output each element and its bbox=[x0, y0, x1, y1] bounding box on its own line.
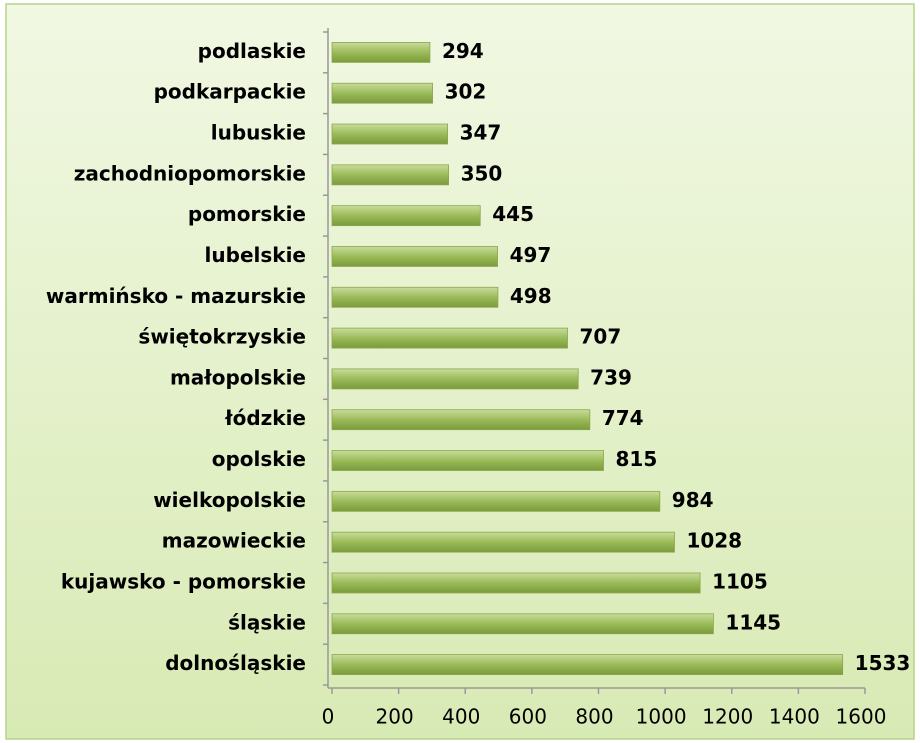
x-tick-label: 0 bbox=[322, 705, 335, 729]
y-tick-label: świętokrzyskie bbox=[138, 325, 306, 349]
y-tick-label: kujawsko - pomorskie bbox=[61, 569, 306, 593]
y-tick-label: pomorskie bbox=[188, 202, 306, 226]
bar bbox=[331, 490, 661, 512]
bar bbox=[331, 205, 481, 227]
value-label: 1028 bbox=[686, 529, 742, 553]
value-label: 1533 bbox=[855, 651, 911, 675]
y-tick-label: wielkopolskie bbox=[153, 488, 306, 512]
y-tick-label: lubuskie bbox=[211, 121, 306, 145]
y-tick-label: dolnośląskie bbox=[165, 651, 306, 675]
y-tick-label: łódzkie bbox=[224, 406, 306, 430]
x-tick-label: 600 bbox=[509, 705, 547, 729]
value-label: 774 bbox=[602, 406, 644, 430]
value-label: 815 bbox=[615, 447, 657, 471]
x-tick-label: 1400 bbox=[769, 705, 820, 729]
value-label: 1145 bbox=[725, 610, 781, 634]
value-label: 445 bbox=[492, 202, 534, 226]
bar bbox=[331, 42, 431, 63]
bar bbox=[331, 613, 714, 635]
bar bbox=[331, 246, 498, 267]
value-label: 498 bbox=[510, 284, 552, 308]
value-label: 984 bbox=[672, 488, 714, 512]
y-tick-label: śląskie bbox=[228, 610, 306, 634]
bar bbox=[331, 164, 449, 186]
bar bbox=[331, 327, 568, 349]
bar bbox=[331, 450, 604, 471]
value-label: 347 bbox=[460, 121, 502, 145]
bar bbox=[331, 286, 499, 308]
y-tick-label: podlaskie bbox=[198, 39, 306, 63]
bar bbox=[331, 409, 591, 431]
y-tick-label: opolskie bbox=[212, 447, 306, 471]
bar bbox=[331, 368, 579, 390]
x-tick-label: 200 bbox=[376, 705, 414, 729]
y-tick-label: warmińsko - mazurskie bbox=[46, 284, 306, 308]
x-tick-label: 1000 bbox=[636, 705, 687, 729]
value-label: 707 bbox=[580, 325, 622, 349]
y-tick-label: podkarpackie bbox=[154, 80, 306, 104]
bar bbox=[331, 123, 448, 145]
value-label: 350 bbox=[461, 161, 503, 185]
x-tick-label: 1600 bbox=[836, 705, 887, 729]
y-tick-label: zachodniopomorskie bbox=[74, 161, 306, 185]
value-label: 1105 bbox=[712, 569, 768, 593]
bar bbox=[331, 82, 434, 104]
bar bbox=[331, 531, 675, 553]
value-label: 739 bbox=[590, 365, 632, 389]
y-tick-label: lubelskie bbox=[205, 243, 306, 267]
y-tick-label: małopolskie bbox=[170, 365, 306, 389]
x-tick-label: 400 bbox=[442, 705, 480, 729]
y-tick-label: mazowieckie bbox=[162, 529, 306, 553]
x-tick-label: 1200 bbox=[702, 705, 753, 729]
x-tick-label: 800 bbox=[575, 705, 613, 729]
value-label: 294 bbox=[442, 39, 484, 63]
value-label: 497 bbox=[510, 243, 552, 267]
value-label: 302 bbox=[445, 80, 487, 104]
bar bbox=[331, 654, 844, 675]
bar bbox=[331, 572, 701, 594]
